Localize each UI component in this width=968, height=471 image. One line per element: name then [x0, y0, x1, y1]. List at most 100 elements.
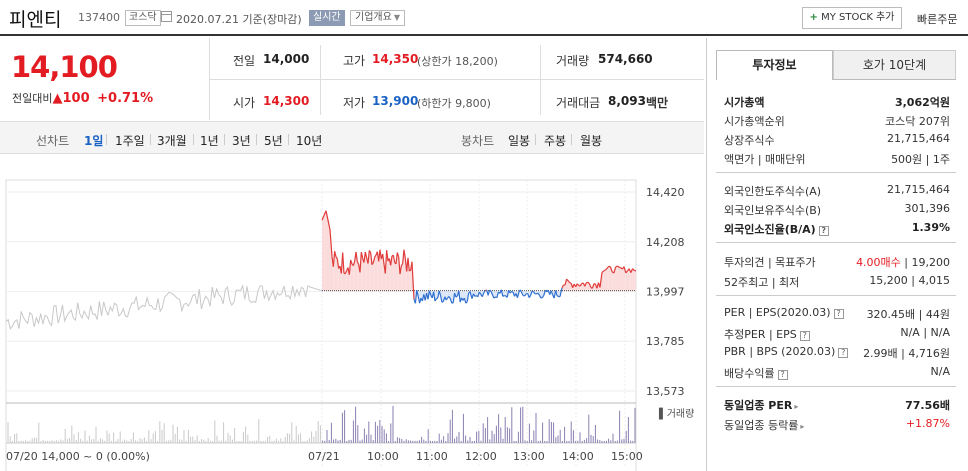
tab-1week[interactable]: 1주일: [115, 134, 145, 148]
change-label: 전일대비: [12, 92, 53, 105]
up-segment: [608, 265, 611, 268]
up-segment: [363, 251, 366, 263]
up-segment: [359, 252, 362, 273]
down-segment: [445, 297, 449, 301]
up-fill: [569, 282, 572, 291]
market-cap-rank-label: 시가총액순위: [724, 115, 785, 128]
x-tick-label: 11:00: [416, 450, 448, 463]
up-fill: [568, 280, 570, 291]
tab-daily[interactable]: 일봉: [508, 134, 531, 148]
up-fill: [619, 267, 621, 291]
up-fill: [622, 266, 625, 291]
chevron-right-icon[interactable]: ▸: [800, 422, 805, 431]
tab-1day[interactable]: 1일: [84, 134, 104, 148]
base-date: 2020.07.21 기준(장마감): [176, 13, 302, 26]
volume-value: 574,660: [598, 52, 653, 66]
sector-rate-value: +1.87%: [905, 417, 950, 430]
up-segment: [350, 259, 353, 265]
down-segment: [440, 295, 443, 303]
market-cap-label: 시가총액: [724, 96, 765, 109]
up-segment: [368, 250, 372, 253]
up-segment: [591, 283, 595, 289]
down-segment: [441, 300, 444, 303]
down-fill: [526, 290, 528, 294]
down-segment: [436, 297, 439, 300]
up-fill: [365, 251, 367, 291]
down-segment: [536, 292, 539, 295]
tab-weekly[interactable]: 주봉: [544, 134, 567, 148]
down-segment: [540, 297, 543, 299]
week52-value: 15,200 | 4,015: [869, 274, 950, 287]
chart-frame: [5, 179, 637, 471]
tab-monthly[interactable]: 월봉: [580, 134, 603, 148]
up-segment: [584, 282, 587, 287]
up-arrow-icon: ▲: [52, 91, 63, 106]
tab-3month[interactable]: 3개월: [157, 134, 187, 148]
down-segment: [458, 290, 461, 303]
up-segment: [335, 256, 338, 260]
up-fill: [380, 249, 382, 291]
help-icon[interactable]: ?: [833, 309, 844, 319]
up-segment: [601, 270, 605, 273]
x-tick-label: 10:00: [367, 450, 399, 463]
up-fill: [401, 263, 403, 291]
down-segment: [490, 291, 494, 296]
help-icon[interactable]: ?: [777, 370, 788, 380]
y-tick-label: 14,208: [646, 236, 685, 249]
tab-1year[interactable]: 1년: [200, 134, 219, 148]
up-fill: [602, 270, 604, 291]
divider: [716, 242, 956, 243]
high-value: 14,350: [372, 52, 419, 66]
up-fill: [336, 256, 338, 291]
up-segment: [355, 251, 358, 262]
down-segment: [472, 293, 476, 297]
up-fill: [338, 266, 340, 291]
foreign-holding-value: 301,396: [904, 202, 951, 215]
down-segment: [414, 290, 418, 304]
x-tick-label: 13:00: [513, 450, 545, 463]
up-fill: [346, 267, 348, 291]
sector-rate-text: 동일업종 등락률: [724, 419, 799, 432]
help-icon[interactable]: ?: [799, 331, 810, 341]
tab-investment-info[interactable]: 투자정보: [716, 50, 833, 80]
up-fill: [389, 258, 391, 291]
divider: [535, 134, 536, 145]
down-segment: [471, 293, 475, 299]
corp-overview-button[interactable]: 기업개요 ▼: [350, 10, 405, 26]
up-fill: [605, 268, 608, 291]
up-fill: [625, 270, 628, 291]
down-segment: [509, 291, 513, 294]
up-segment: [411, 261, 415, 300]
tab-5year[interactable]: 5년: [264, 134, 283, 148]
quick-order-button[interactable]: 빠른주문: [917, 13, 958, 26]
dividend-label: 배당수익률?: [724, 365, 788, 381]
down-segment: [541, 295, 545, 298]
chevron-right-icon[interactable]: ▸: [794, 402, 799, 411]
up-fill: [372, 262, 374, 291]
low-value: 13,900: [372, 94, 419, 108]
down-segment: [506, 290, 510, 298]
sector-per-value: 77.56배: [905, 399, 950, 412]
mystock-add-button[interactable]: + MY STOCK 추가: [802, 7, 902, 29]
up-fill: [361, 252, 363, 291]
up-segment: [634, 269, 637, 272]
down-segment: [524, 293, 527, 297]
intraday-price-chart[interactable]: 14,420 14,208 13,997 13,785 13,573 07/21 10:00…: [0, 155, 704, 471]
up-fill: [334, 251, 336, 291]
down-segment: [511, 290, 514, 293]
opinion-value-group: 4.00매수 | 19,200: [856, 256, 950, 269]
tab-orderbook-10[interactable]: 호가 10단계: [833, 50, 956, 80]
up-segment: [398, 256, 401, 275]
down-segment: [487, 289, 491, 296]
chevron-down-icon: ▼: [393, 13, 400, 22]
tab-10year[interactable]: 10년: [296, 134, 323, 148]
up-segment: [403, 249, 406, 259]
divider: [210, 79, 704, 80]
tab-3year[interactable]: 3년: [232, 134, 251, 148]
est-per-label: 추정PER | EPS?: [724, 326, 810, 342]
help-icon[interactable]: ?: [838, 348, 849, 358]
help-icon[interactable]: ?: [818, 226, 829, 236]
realtime-badge[interactable]: 실시간: [309, 10, 345, 26]
divider: [320, 45, 321, 115]
down-fill: [523, 290, 525, 296]
